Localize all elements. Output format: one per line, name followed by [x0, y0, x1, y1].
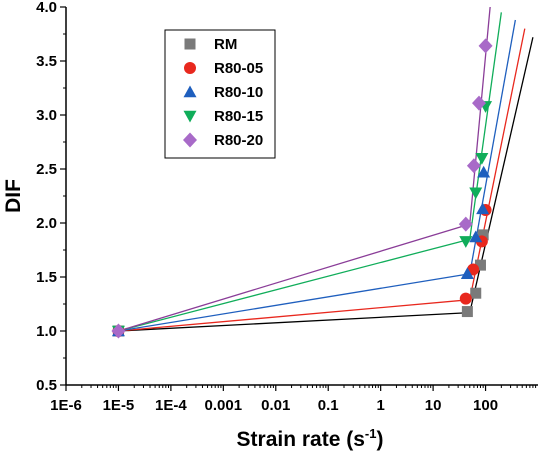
y-tick-label: 1.0	[36, 323, 57, 340]
fit-line-r80-10	[118, 273, 470, 332]
legend-marker-r80-20	[183, 132, 197, 148]
y-tick-label: 3.0	[36, 107, 57, 124]
data-point-r80-10	[469, 230, 483, 243]
data-point-r80-15	[459, 236, 473, 248]
x-axis-title-main: Strain rate (s	[237, 428, 365, 451]
y-tick-label: 0.5	[36, 377, 57, 394]
data-point-r80-05	[459, 292, 472, 305]
data-point-rm	[474, 259, 486, 271]
data-point-r80-20	[458, 216, 473, 232]
x-tick-label: 1	[376, 397, 384, 414]
x-tick-label: 0.001	[205, 397, 243, 414]
x-axis-title: Strain rate (s-1)	[237, 426, 384, 451]
legend-marker-rm	[184, 38, 196, 50]
fit-line-r80-20	[469, 7, 491, 225]
axes	[60, 6, 538, 391]
data-point-r80-20	[472, 95, 487, 111]
legend-label-rm: RM	[214, 36, 237, 53]
legend-label-r80-20: R80-20	[214, 132, 263, 149]
fit-line-r80-10	[469, 19, 516, 274]
data-point-r80-10	[476, 202, 490, 215]
legend-marker-r80-05	[184, 62, 196, 74]
x-axis-title-suffix: )	[376, 428, 383, 451]
data-point-rm	[461, 306, 473, 318]
y-tick-label: 1.5	[36, 269, 57, 286]
data-point-rm	[470, 287, 482, 299]
fit-line-r80-15	[118, 238, 470, 332]
legend-label-r80-05: R80-05	[214, 60, 263, 77]
y-tick-label: 4.0	[36, 0, 57, 16]
y-tick-label: 3.5	[36, 53, 57, 70]
x-tick-label: 0.01	[261, 397, 290, 414]
x-tick-label: 1E-5	[103, 397, 135, 414]
data-point-r80-10	[460, 267, 474, 279]
legend-box	[164, 29, 276, 159]
data-point-r80-10	[477, 165, 491, 178]
y-tick-label: 2.5	[36, 161, 57, 178]
legend-label-r80-10: R80-10	[214, 84, 263, 101]
data-point-r80-20	[111, 323, 126, 339]
legend-label-r80-15: R80-15	[214, 108, 263, 125]
x-axis-title-exponent: -1	[365, 426, 377, 441]
fit-line-r80-05	[118, 299, 470, 332]
x-tick-label: 10	[425, 397, 442, 414]
tick-labels: 1E-6 1E-5 1E-4 0.001 0.01 0.1 1 10 100 0.5 1.0 1.5 2…	[36, 0, 498, 414]
data-point-r80-20	[466, 158, 481, 174]
data-markers	[111, 38, 493, 339]
x-tick-label: 100	[473, 397, 498, 414]
data-point-r80-15	[475, 153, 489, 165]
legend: RM R80-05 R80-10 R80-15 R80-20	[164, 29, 276, 159]
y-axis-title: DIF	[2, 179, 25, 213]
fit-line-r80-05	[469, 28, 526, 300]
x-tick-label: 0.1	[318, 397, 339, 414]
legend-marker-r80-10	[183, 85, 197, 98]
y-tick-label: 2.0	[36, 215, 57, 232]
data-point-r80-15	[469, 187, 483, 200]
fit-line-rm	[118, 311, 470, 332]
data-point-r80-20	[478, 38, 493, 54]
x-tick-label: 1E-4	[155, 397, 187, 414]
legend-marker-r80-15	[183, 110, 197, 123]
x-tick-label: 1E-6	[50, 397, 82, 414]
data-point-rm	[477, 229, 489, 241]
fit-line-r80-15	[469, 12, 502, 240]
fit-line-r80-20	[118, 223, 470, 332]
